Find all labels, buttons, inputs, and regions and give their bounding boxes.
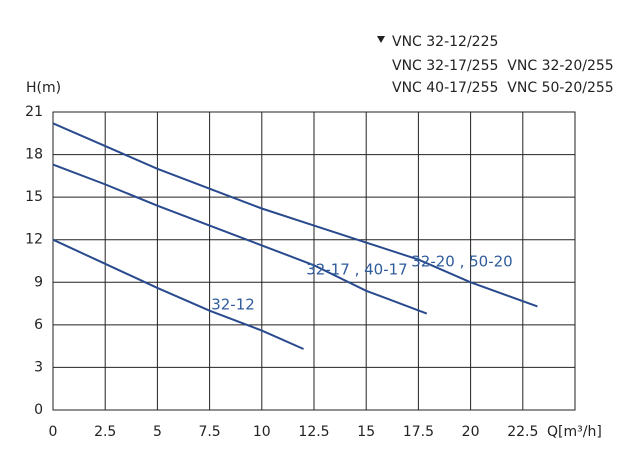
x-tick-label: 12.5	[298, 424, 329, 440]
legend-line: VNC 32-17/255 VNC 32-20/255	[392, 58, 614, 74]
x-tick-label: 20	[462, 424, 480, 440]
y-tick-label: 12	[25, 232, 43, 248]
x-tick-label: 10	[253, 424, 271, 440]
curve	[52, 163, 428, 315]
curve-label: 32-20 , 50-20	[411, 253, 512, 271]
x-tick-label: 0	[49, 424, 58, 440]
curve-label: 32-12	[211, 296, 255, 314]
legend-line: VNC 32-12/225	[392, 34, 498, 50]
y-tick-label: 9	[34, 274, 43, 290]
legend-line: VNC 40-17/255 VNC 50-20/255	[392, 80, 614, 96]
x-tick-label: 7.5	[198, 424, 220, 440]
y-tick-label: 3	[34, 359, 43, 375]
x-tick-label: 15	[357, 424, 375, 440]
x-tick-label: 22.5	[507, 424, 538, 440]
y-axis-label: H(m)	[26, 80, 61, 96]
y-tick-label: 21	[25, 104, 43, 120]
x-tick-label: 17.5	[403, 424, 434, 440]
legend-marker	[377, 36, 385, 43]
y-tick-label: 18	[25, 147, 43, 163]
y-tick-label: 15	[25, 189, 43, 205]
y-tick-label: 0	[34, 402, 43, 418]
x-axis-label: Q[m³/h]	[547, 424, 602, 440]
x-tick-label: 5	[153, 424, 162, 440]
curve	[52, 238, 304, 350]
curve-label: 32-17 , 40-17	[306, 261, 407, 279]
curve	[52, 122, 538, 308]
x-tick-label: 2.5	[94, 424, 116, 440]
y-tick-label: 6	[34, 317, 43, 333]
